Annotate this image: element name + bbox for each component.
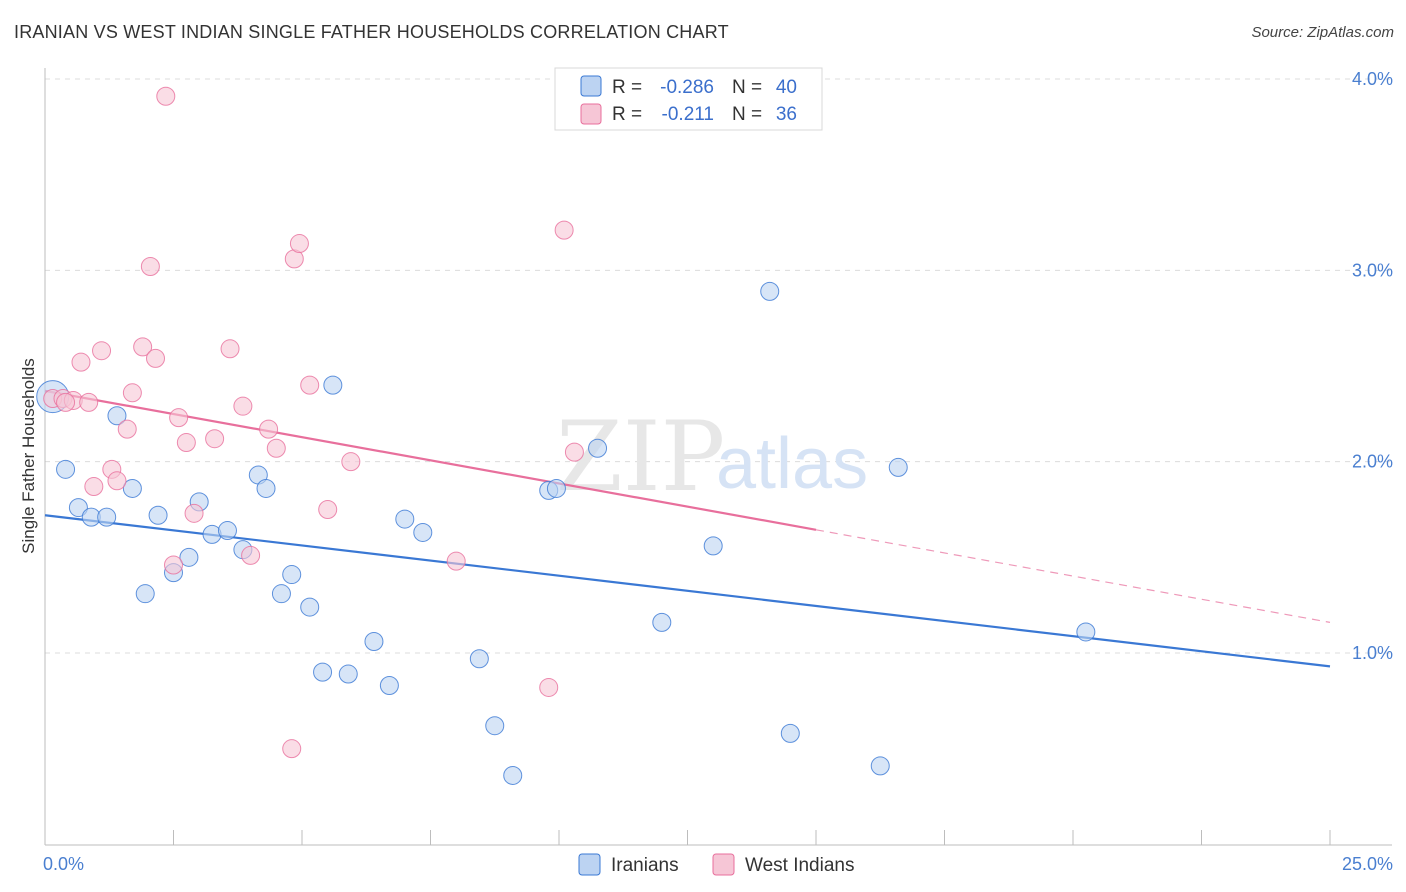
iranian-point-16 xyxy=(256,478,276,498)
correlation-legend: R = -0.286 N = 40 R = -0.211 N = 36 xyxy=(554,67,823,131)
west-indian-point-8 xyxy=(107,471,127,491)
west-indian-point-11 xyxy=(133,337,153,357)
iranian-point-2 xyxy=(68,498,88,518)
west-indian-point-13 xyxy=(146,348,166,368)
west-indian-point-20 xyxy=(220,339,240,359)
west-indian-point-6 xyxy=(92,341,112,361)
west-indian-point-24 xyxy=(266,438,286,458)
legend-swatch-iranians xyxy=(580,75,602,97)
legend-swatch-west-indians xyxy=(580,103,602,125)
bottom-legend-label-iranians: Iranians xyxy=(611,855,679,876)
iranian-point-33 xyxy=(652,612,672,632)
source-label: Source: ZipAtlas.com xyxy=(1251,24,1394,41)
legend-r-label-iranians: R = xyxy=(612,77,642,98)
west-indian-point-16 xyxy=(169,408,189,428)
west-indian-point-34 xyxy=(564,442,584,462)
y-tick-label-3: 4.0% xyxy=(1352,69,1393,89)
west-indian-point-21 xyxy=(233,396,253,416)
west-indian-point-28 xyxy=(300,375,320,395)
x-tick-label-max: 25.0% xyxy=(1342,854,1393,874)
iranian-point-25 xyxy=(395,509,415,529)
iranian-point-21 xyxy=(323,375,343,395)
legend-n-value-west-indians: 36 xyxy=(776,104,797,125)
series-legend: Iranians West Indians xyxy=(578,853,854,876)
west-indian-point-32 xyxy=(539,677,559,697)
iranian-point-5 xyxy=(107,406,127,426)
watermark-atlas: atlas xyxy=(716,424,868,504)
iranian-point-20 xyxy=(313,662,333,682)
axes xyxy=(44,68,1392,846)
west-indian-point-17 xyxy=(176,433,196,453)
legend-r-value-west-indians: -0.211 xyxy=(662,104,714,125)
iranian-point-24 xyxy=(379,676,399,696)
west-indian-point-25 xyxy=(282,739,302,759)
chart-title: IRANIAN VS WEST INDIAN SINGLE FATHER HOU… xyxy=(14,22,729,42)
legend-r-label-west-indians: R = xyxy=(612,104,642,125)
west-indian-point-29 xyxy=(318,500,338,519)
west-indian-point-4 xyxy=(79,392,99,412)
west-indian-point-31 xyxy=(446,551,466,571)
legend-n-value-iranians: 40 xyxy=(776,77,797,98)
iranian-point-13 xyxy=(217,521,237,541)
iranian-point-4 xyxy=(97,507,117,527)
bottom-legend-swatch-west-indians xyxy=(712,853,735,876)
iranian-point-34 xyxy=(703,536,723,556)
west-indian-point-22 xyxy=(241,545,261,565)
iranian-point-18 xyxy=(282,565,302,585)
y-tick-label-1: 2.0% xyxy=(1352,452,1393,472)
iranian-point-39 xyxy=(1076,622,1096,642)
west-indian-point-15 xyxy=(164,555,183,575)
iranian-point-17 xyxy=(271,584,291,604)
iranian-point-23 xyxy=(364,632,384,652)
west-indian-point-27 xyxy=(289,234,309,254)
west-indian-point-9 xyxy=(117,419,137,439)
iranian-point-7 xyxy=(135,584,155,604)
legend-n-label-iranians: N = xyxy=(732,77,762,98)
legend-n-label-west-indians: N = xyxy=(732,104,762,125)
west-indian-point-3 xyxy=(71,352,91,372)
watermark-zip: ZIP xyxy=(556,401,725,513)
trend-line-dashed-west-indians xyxy=(815,529,1331,623)
west-indian-point-10 xyxy=(122,383,142,403)
west-indian-point-33 xyxy=(554,220,574,240)
west-indian-point-18 xyxy=(184,503,204,523)
y-tick-label-0: 1.0% xyxy=(1352,643,1393,663)
iranian-point-26 xyxy=(413,522,433,542)
iranian-point-37 xyxy=(870,756,890,776)
y-tick-label-2: 3.0% xyxy=(1352,260,1393,280)
iranian-point-28 xyxy=(485,716,505,736)
iranian-point-10 xyxy=(179,547,199,567)
iranian-point-1 xyxy=(56,459,76,479)
trend-line-iranians xyxy=(44,514,1331,668)
y-axis-label: Single Father Households xyxy=(19,358,38,554)
iranian-point-6 xyxy=(122,478,142,498)
west-indian-point-14 xyxy=(156,86,176,106)
iranian-point-19 xyxy=(300,597,320,617)
iranian-point-22 xyxy=(338,664,358,684)
west-indian-point-23 xyxy=(259,419,279,439)
iranian-point-27 xyxy=(469,649,489,669)
x-tick-label-min: 0.0% xyxy=(43,854,84,874)
bottom-legend-label-west-indians: West Indians xyxy=(745,855,854,876)
iranian-point-32 xyxy=(588,438,608,458)
data-points xyxy=(36,86,1096,785)
iranian-point-35 xyxy=(760,281,780,301)
iranian-point-29 xyxy=(503,765,523,785)
iranian-point-38 xyxy=(888,457,908,477)
legend-r-value-iranians: -0.286 xyxy=(660,77,714,98)
iranian-point-8 xyxy=(148,505,168,525)
bottom-legend-swatch-iranians xyxy=(578,853,601,876)
gridlines xyxy=(45,78,1392,654)
west-indian-point-19 xyxy=(205,429,225,449)
iranian-point-31 xyxy=(546,478,566,498)
west-indian-point-30 xyxy=(341,452,361,472)
west-indian-point-5 xyxy=(84,477,104,497)
iranian-point-36 xyxy=(780,723,800,743)
west-indian-point-12 xyxy=(140,257,160,277)
y-tick-labels: 1.0% 2.0% 3.0% 4.0% xyxy=(1352,69,1393,663)
west-indian-point-35 xyxy=(56,392,76,412)
